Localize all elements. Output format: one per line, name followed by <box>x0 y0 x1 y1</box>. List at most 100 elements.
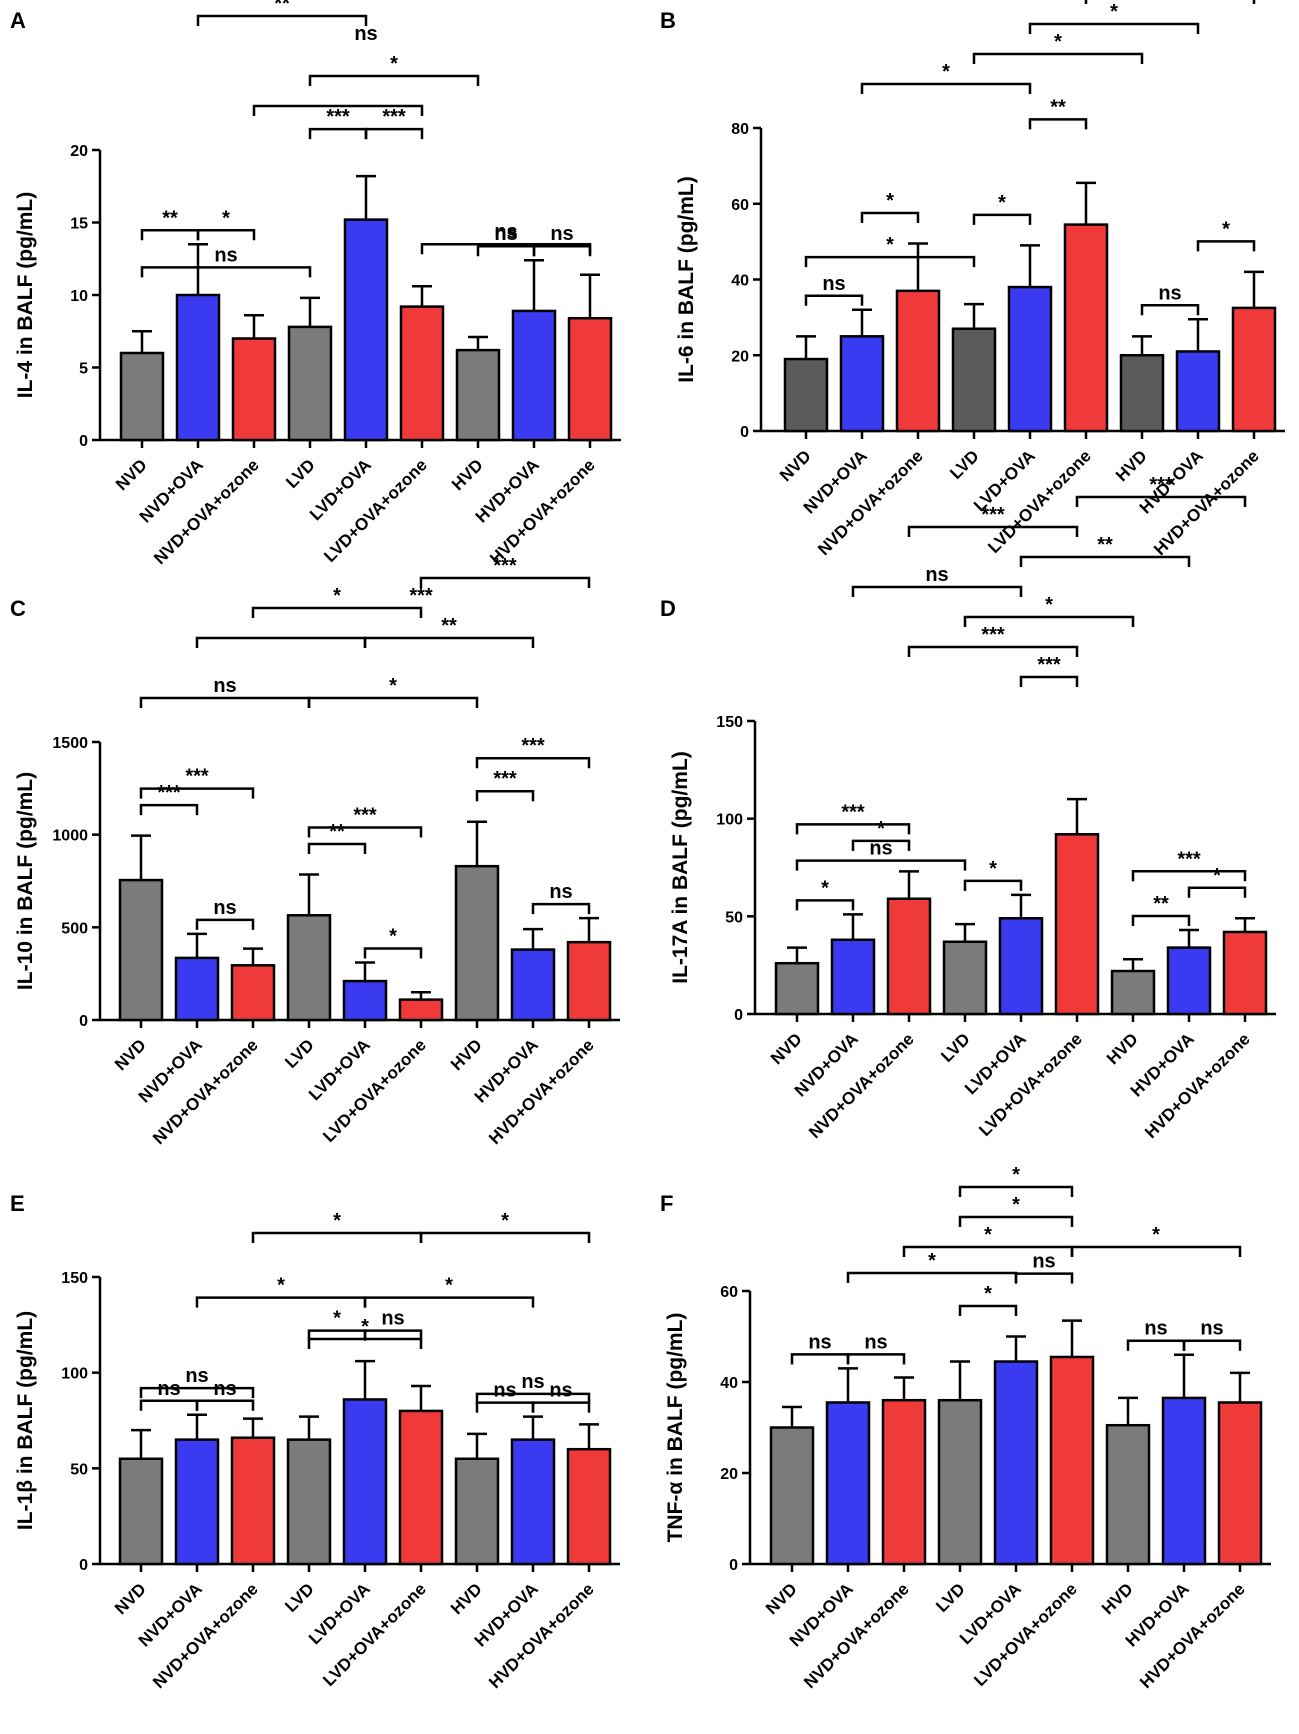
bar <box>1054 833 1100 1016</box>
bar <box>230 1436 276 1566</box>
x-tick-label: LVD+OVA+ozone <box>319 1579 430 1690</box>
y-tick-label: 20 <box>731 348 749 365</box>
x-tick-label: NVD <box>776 446 815 485</box>
significance-bracket <box>790 1353 850 1365</box>
bar <box>286 1438 332 1566</box>
x-tick-label: LVD+OVA+ozone <box>320 455 431 566</box>
significance-bracket <box>902 1245 1074 1257</box>
bar <box>1231 306 1277 433</box>
significance-label: * <box>984 1224 992 1246</box>
x-tick-label: HVD <box>447 1035 486 1074</box>
significance-label: ns <box>1144 1318 1167 1340</box>
bar <box>825 1401 871 1566</box>
significance-bracket <box>1075 495 1247 507</box>
significance-bracket <box>475 1401 535 1413</box>
significance-label: * <box>361 1316 369 1338</box>
bar <box>175 293 221 442</box>
bar <box>942 940 988 1016</box>
significance-bracket <box>1028 118 1088 130</box>
significance-label: ns <box>213 897 236 919</box>
bar <box>774 961 820 1016</box>
y-tick-label: 0 <box>734 1007 743 1024</box>
bar <box>937 1398 983 1566</box>
significance-bracket <box>363 1296 535 1308</box>
significance-bracket <box>972 213 1032 225</box>
significance-label: * <box>389 675 397 697</box>
significance-label: *** <box>185 766 209 788</box>
significance-label: * <box>989 858 997 880</box>
bar <box>455 348 501 442</box>
x-tick-label: NVD <box>762 1579 801 1618</box>
y-axis-label: IL-4 in BALF (pg/mL) <box>14 192 37 398</box>
significance-bracket <box>251 1231 423 1243</box>
panel-letter: B <box>660 8 676 33</box>
bar <box>511 309 557 442</box>
significance-bracket <box>846 1271 1018 1283</box>
x-tick-label: LVD+OVA+ozone <box>970 1579 1081 1690</box>
significance-bracket <box>139 1386 255 1399</box>
bar <box>1161 1396 1207 1566</box>
panel-letter: E <box>10 1191 25 1216</box>
bar <box>454 864 500 1022</box>
x-tick-label: HVD+OVA+ozone <box>485 1579 598 1692</box>
x-tick-label: LVD <box>281 1579 318 1616</box>
y-tick-label: 0 <box>79 1557 88 1574</box>
significance-label: ** <box>329 821 345 843</box>
x-tick-label: NVD <box>111 1035 150 1074</box>
x-tick-label: NVD+OVA+ozone <box>150 455 263 568</box>
significance-bracket <box>795 823 911 835</box>
significance-bracket <box>860 211 920 224</box>
bar <box>510 948 556 1022</box>
significance-bracket <box>252 104 424 116</box>
y-tick-label: 80 <box>731 121 749 138</box>
y-tick-label: 10 <box>70 288 88 305</box>
significance-label: * <box>1152 1224 1160 1246</box>
significance-label: * <box>821 877 829 899</box>
bar <box>174 956 220 1022</box>
significance-label: * <box>333 585 341 607</box>
x-tick-label: HVD <box>1098 1579 1137 1618</box>
y-tick-label: 500 <box>61 920 88 937</box>
bar <box>566 940 612 1022</box>
significance-label: * <box>1045 594 1053 616</box>
y-tick-label: 0 <box>729 1557 738 1574</box>
significance-bracket <box>1019 555 1191 567</box>
significance-bracket <box>531 1401 591 1413</box>
y-tick-label: 150 <box>61 1270 88 1287</box>
significance-label: ** <box>441 615 457 637</box>
significance-label: ns <box>521 1371 544 1393</box>
significance-bracket <box>364 127 424 140</box>
significance-label: * <box>1222 218 1230 240</box>
y-tick-label: 0 <box>79 1013 88 1030</box>
x-tick-label: LVD <box>932 1579 969 1616</box>
significance-bracket <box>851 585 1023 597</box>
bar <box>951 327 997 433</box>
significance-bracket <box>196 14 368 26</box>
bar <box>118 878 164 1022</box>
y-axis-label: IL-10 in BALF (pg/mL) <box>14 772 37 990</box>
significance-label: ns <box>822 273 845 295</box>
significance-label: *** <box>981 624 1005 646</box>
bar <box>230 964 276 1022</box>
significance-label: ** <box>274 0 290 15</box>
bar <box>510 1438 556 1566</box>
significance-bracket <box>846 1353 906 1365</box>
significance-bracket <box>1187 886 1247 898</box>
bar <box>174 1438 220 1566</box>
significance-bracket <box>1019 675 1079 687</box>
bar <box>998 917 1044 1016</box>
significance-label: * <box>222 207 230 229</box>
bar <box>399 305 445 442</box>
x-tick-label: NVD <box>111 1579 150 1618</box>
significance-label: ns <box>1032 1251 1055 1273</box>
significance-bracket <box>1182 1339 1242 1351</box>
bar <box>342 979 388 1022</box>
bar <box>567 316 613 442</box>
bar <box>118 1457 164 1566</box>
significance-bracket <box>532 244 592 257</box>
significance-bracket <box>419 576 591 588</box>
significance-bracket <box>1126 1339 1186 1351</box>
significance-label: * <box>389 926 397 948</box>
